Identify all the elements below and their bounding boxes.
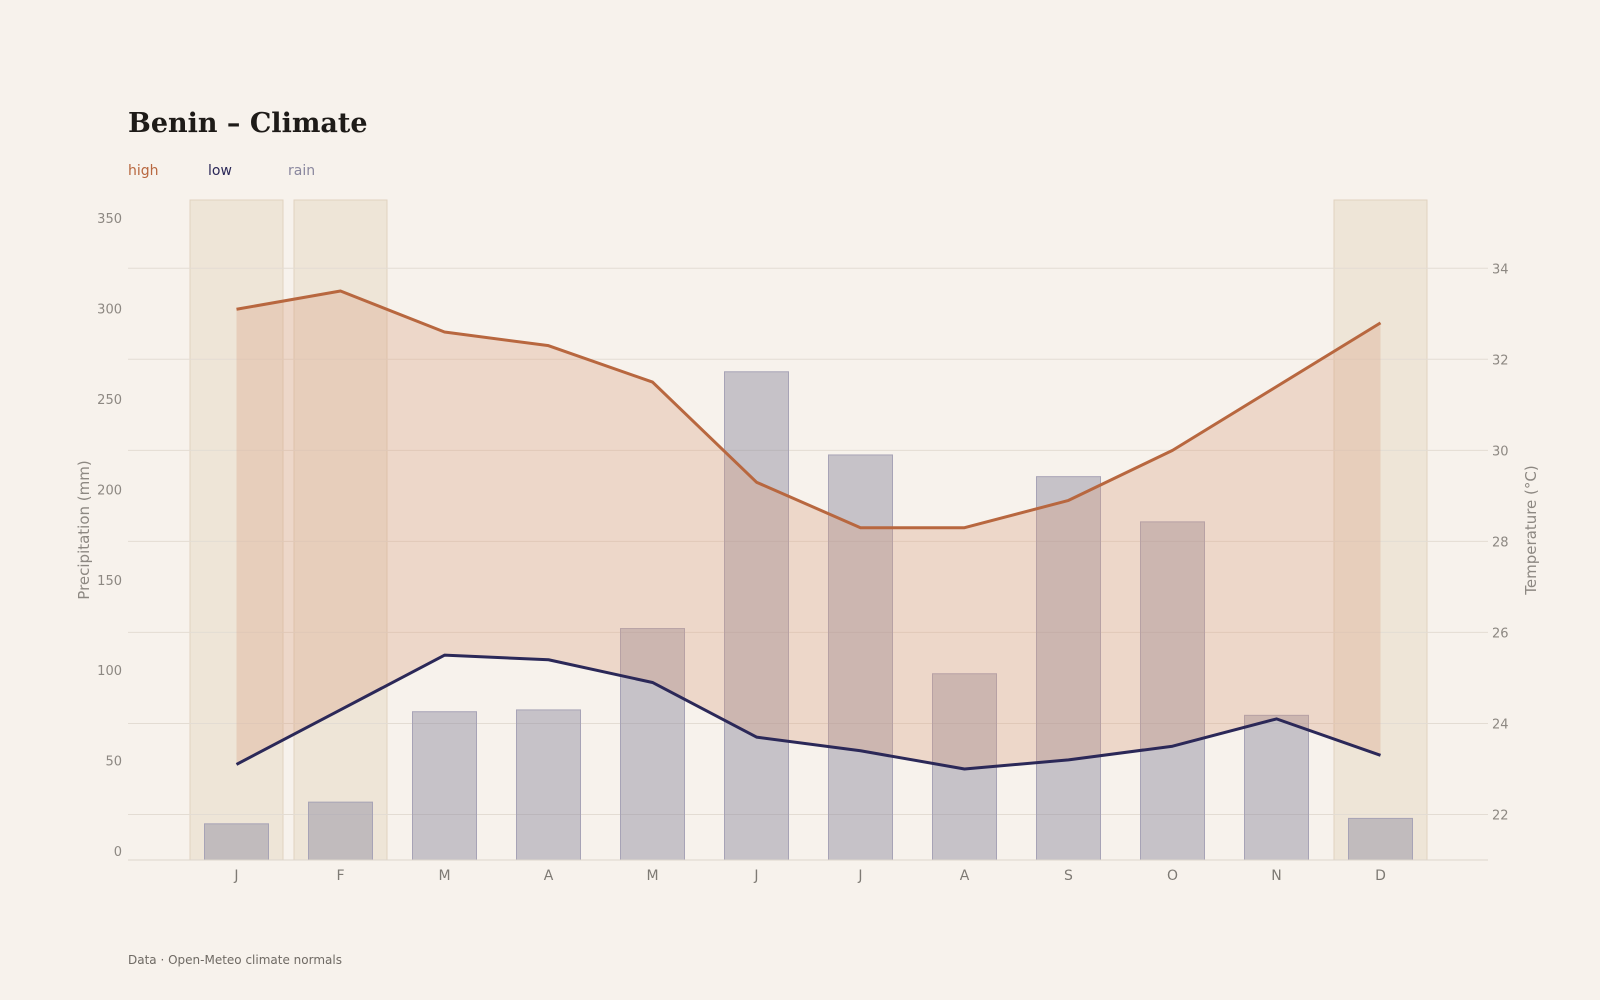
rain-bar xyxy=(204,823,269,861)
month-tick-label: A xyxy=(960,868,970,884)
rain-bar xyxy=(412,711,477,861)
dry-season-shade xyxy=(189,199,284,861)
legend: high low rain xyxy=(128,163,315,179)
right-axis-ticks: 22 24 26 28 30 32 34 xyxy=(1492,262,1509,823)
left-tick-label: 0 xyxy=(114,845,122,860)
right-tick-label: 24 xyxy=(1492,717,1509,732)
low-temperature-line xyxy=(235,653,1381,771)
left-tick-label: 50 xyxy=(105,755,122,770)
left-tick-label: 250 xyxy=(97,393,122,408)
month-tick-label: J xyxy=(753,868,758,884)
month-tick-label: O xyxy=(1167,868,1178,884)
month-tick-label: M xyxy=(646,868,658,884)
rain-bar xyxy=(620,628,685,861)
rain-bar xyxy=(1348,817,1413,861)
rain-bar xyxy=(516,709,581,861)
left-tick-label: 300 xyxy=(97,303,122,318)
left-tick-label: 150 xyxy=(97,574,122,589)
rain-bar xyxy=(828,454,893,861)
month-tick-label: J xyxy=(233,868,238,884)
month-tick-label: M xyxy=(438,868,450,884)
right-tick-label: 30 xyxy=(1492,444,1509,459)
rain-bar xyxy=(1244,714,1309,861)
right-tick-label: 22 xyxy=(1492,808,1509,823)
legend-low: low xyxy=(208,163,232,179)
left-tick-label: 200 xyxy=(97,483,122,498)
rain-bar xyxy=(1036,476,1101,861)
rain-bar xyxy=(1140,521,1205,861)
rain-bar xyxy=(724,371,789,861)
chart-title: Benin – Climate xyxy=(128,108,368,139)
right-tick-label: 34 xyxy=(1492,262,1509,277)
dry-season-shade xyxy=(293,199,388,861)
right-tick-label: 28 xyxy=(1492,535,1509,550)
y2-axis-title: Temperature (°C) xyxy=(1522,465,1540,595)
right-tick-label: 26 xyxy=(1492,626,1509,641)
month-tick-label: F xyxy=(336,868,344,884)
month-tick-label: J xyxy=(857,868,862,884)
left-tick-label: 350 xyxy=(97,212,122,227)
y-axis-title: Precipitation (mm) xyxy=(75,460,93,599)
rain-bar xyxy=(308,801,373,861)
month-tick-label: S xyxy=(1064,868,1073,884)
left-tick-label: 100 xyxy=(97,664,122,679)
right-tick-label: 32 xyxy=(1492,353,1509,368)
left-axis-ticks: 0 50 100 150 200 250 300 350 xyxy=(97,212,122,860)
source-note: Data · Open-Meteo climate normals xyxy=(128,953,342,967)
month-tick-label: A xyxy=(544,868,554,884)
month-tick-label: N xyxy=(1271,868,1281,884)
month-tick-label: D xyxy=(1375,868,1386,884)
dry-season-shading xyxy=(189,199,1428,861)
legend-high: high xyxy=(128,163,159,179)
rain-bars xyxy=(204,371,1413,861)
legend-rain: rain xyxy=(288,163,315,179)
dry-season-shade xyxy=(1333,199,1428,861)
temperature-range-band xyxy=(236,291,1381,769)
high-temperature-line xyxy=(236,289,1382,530)
